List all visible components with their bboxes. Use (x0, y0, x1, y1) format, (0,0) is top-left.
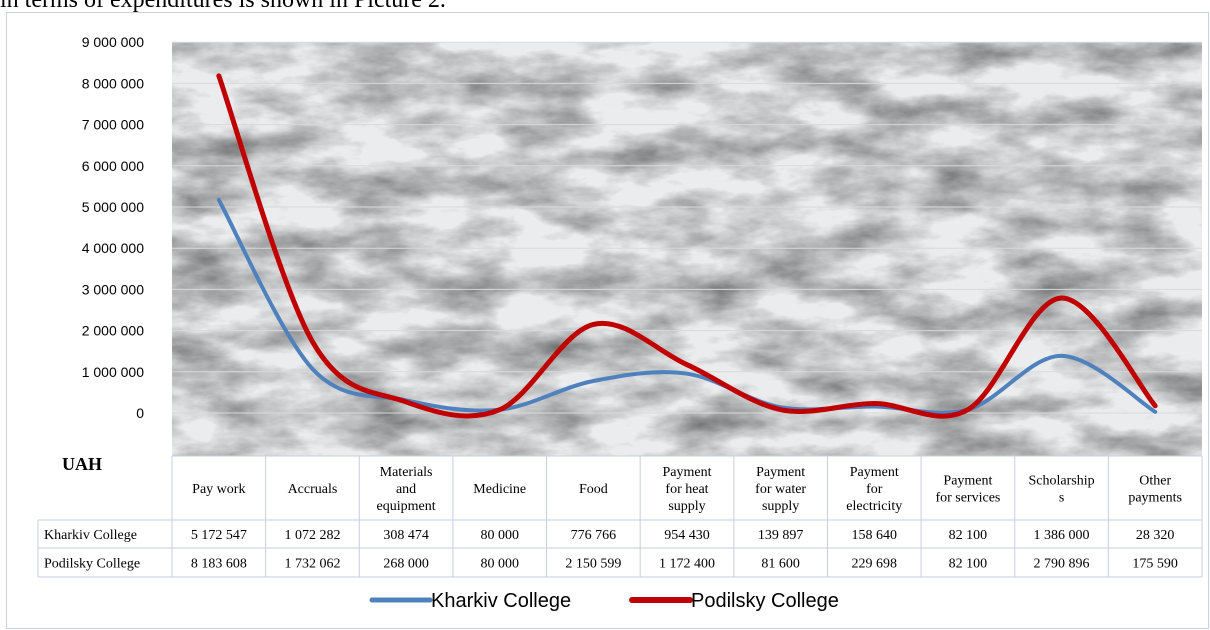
category-label: Payment for electricity (846, 465, 902, 514)
table-cell: 1 732 062 (284, 557, 340, 572)
table-cell: 82 100 (949, 557, 988, 572)
figure-caption: in terms of expenditures is shown in Pic… (0, 0, 446, 13)
table-cell: 954 430 (664, 528, 710, 543)
table-cell: 82 100 (949, 528, 988, 543)
table-cell: 81 600 (761, 557, 800, 572)
table-series-name: Kharkiv College (44, 528, 137, 543)
table-cell: 229 698 (852, 557, 898, 572)
y-tick-label: 5 000 000 (82, 199, 144, 215)
category-label: Payment for services (935, 474, 1000, 506)
y-tick-label: 1 000 000 (82, 364, 144, 380)
table-cell: 80 000 (480, 557, 519, 572)
y-tick-label: 9 000 000 (82, 34, 144, 50)
category-label: Medicine (473, 482, 526, 497)
category-label: Scholarship s (1028, 474, 1094, 506)
gridlines (172, 41, 1202, 414)
category-label: Materials and equipment (377, 465, 436, 514)
legend-label: Kharkiv College (431, 590, 571, 612)
table-cell: 28 320 (1136, 528, 1175, 543)
y-tick-label: 3 000 000 (82, 281, 144, 297)
plot-background (172, 42, 1202, 456)
kharkiv-college-line (216, 197, 1158, 415)
y-axis-unit-label: UAH (62, 454, 102, 474)
podilsky-college-line (216, 73, 1158, 419)
category-label: Food (579, 482, 608, 497)
table-cell: 80 000 (480, 528, 519, 543)
y-axis: 0 1 000 000 2 000 000 3 000 000 4 000 000 5 0… (82, 34, 145, 421)
table-cell: 1 386 000 (1034, 528, 1090, 543)
category-label: Payment for water supply (755, 465, 806, 514)
table-cell: 308 474 (383, 528, 429, 543)
series-lines (216, 73, 1158, 419)
y-tick-label: 4 000 000 (82, 240, 144, 256)
table-cell: 8 183 608 (191, 557, 247, 572)
table-cell: 1 072 282 (284, 528, 340, 543)
category-label: Payment for heat supply (663, 465, 712, 514)
y-tick-label: 2 000 000 (82, 323, 144, 339)
category-label: Accruals (288, 482, 338, 497)
y-tick-label: 8 000 000 (82, 75, 144, 91)
table-series-name: Podilsky College (44, 557, 140, 572)
legend: Kharkiv College Podilsky College (369, 590, 839, 612)
table-cell: 268 000 (383, 557, 429, 572)
table-cell: 158 640 (852, 528, 898, 543)
table-cell: 2 150 599 (565, 557, 621, 572)
table-cell: 175 590 (1132, 557, 1178, 572)
y-tick-label: 0 (136, 405, 144, 421)
legend-label: Podilsky College (691, 590, 839, 612)
y-tick-label: 6 000 000 (82, 158, 144, 174)
table-cell: 2 790 896 (1034, 557, 1090, 572)
category-label: Other payments (1128, 474, 1182, 506)
table-cell: 776 766 (571, 528, 617, 543)
y-tick-label: 7 000 000 (82, 117, 144, 133)
category-label: Pay work (192, 482, 245, 497)
table-cell: 5 172 547 (191, 528, 247, 543)
table-cell: 1 172 400 (659, 557, 715, 572)
table-cell: 139 897 (758, 528, 804, 543)
data-table: Pay work Accruals Materials and equipment Med… (37, 455, 1203, 578)
